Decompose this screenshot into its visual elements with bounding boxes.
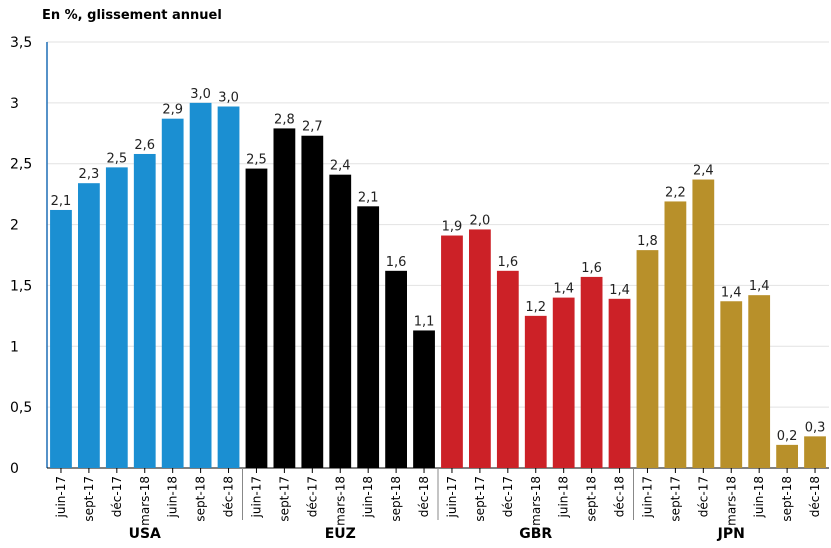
- data-label: 2,2: [665, 185, 686, 200]
- data-label: 0,2: [777, 429, 798, 444]
- data-label: 2,6: [134, 138, 155, 153]
- bar: [636, 250, 659, 468]
- x-tick-label: juin-17: [249, 476, 263, 518]
- group-label: EUZ: [325, 526, 356, 542]
- x-tick-label: déc-18: [808, 476, 822, 517]
- data-label: 1,1: [414, 314, 435, 329]
- y-tick-label: 3: [10, 96, 19, 112]
- data-label: 2,3: [79, 167, 100, 182]
- bar: [664, 201, 687, 468]
- y-tick-label: 2: [10, 218, 19, 234]
- bar: [189, 102, 212, 468]
- data-label: 2,0: [470, 213, 491, 228]
- group-label: GBR: [519, 526, 552, 542]
- data-label: 1,6: [497, 255, 518, 270]
- data-label: 2,1: [358, 190, 379, 205]
- x-tick-label: mars-18: [529, 476, 543, 526]
- x-tick-label: juin-18: [752, 476, 766, 518]
- unit-label: En %, glissement annuel: [42, 8, 222, 23]
- x-tick-label: déc-17: [110, 476, 124, 517]
- x-tick-label: sept-17: [473, 476, 487, 522]
- y-tick-label: 1,5: [10, 278, 32, 294]
- bar: [524, 315, 547, 468]
- data-label: 2,4: [693, 164, 714, 179]
- bar: [78, 183, 100, 468]
- bar: [552, 297, 575, 468]
- x-tick-label: déc-17: [501, 476, 515, 517]
- data-label: 2,9: [162, 103, 183, 118]
- data-label: 1,6: [581, 261, 602, 276]
- bar: [301, 135, 324, 468]
- x-tick-label: sept-17: [82, 476, 96, 522]
- data-label: 1,4: [721, 285, 742, 300]
- bar: [105, 167, 128, 468]
- bar: [496, 270, 519, 468]
- data-label: 0,3: [805, 420, 826, 435]
- group-label: JPN: [717, 526, 745, 542]
- bar: [133, 153, 156, 468]
- bar: [413, 330, 435, 468]
- data-label: 1,8: [637, 234, 658, 249]
- data-label: 2,4: [330, 159, 351, 174]
- x-tick-label: juin-18: [557, 476, 571, 518]
- bar: [608, 298, 631, 468]
- y-tick-label: 0,5: [10, 400, 32, 416]
- data-label: 2,8: [274, 112, 295, 127]
- y-tick-label: 0: [10, 461, 19, 477]
- y-tick-label: 2,5: [10, 157, 32, 173]
- bar: [217, 106, 240, 468]
- bar: [161, 118, 184, 469]
- x-tick-label: mars-18: [333, 476, 347, 526]
- data-label: 3,0: [190, 87, 211, 102]
- x-tick-label: sept-17: [277, 476, 291, 522]
- bar: [692, 179, 715, 468]
- bar: [273, 128, 296, 468]
- x-tick-label: juin-17: [54, 476, 68, 518]
- bar: [385, 270, 407, 468]
- bar: [776, 444, 798, 468]
- x-tick-label: sept-17: [668, 476, 682, 522]
- x-tick-label: déc-18: [222, 476, 236, 517]
- x-tick-label: déc-17: [696, 476, 710, 517]
- x-tick-label: juin-17: [445, 476, 459, 518]
- bar: [580, 276, 603, 468]
- data-label: 1,4: [749, 279, 770, 294]
- data-label: 1,2: [525, 300, 546, 315]
- bar: [804, 436, 826, 468]
- x-tick-label: juin-17: [640, 476, 654, 518]
- x-tick-label: sept-18: [194, 476, 208, 522]
- y-tick-label: 1: [10, 339, 19, 355]
- x-tick-label: juin-18: [361, 476, 375, 518]
- data-label: 2,7: [302, 120, 323, 135]
- y-tick-label: 3,5: [10, 35, 32, 51]
- bar: [720, 301, 743, 468]
- data-label: 1,4: [609, 283, 630, 298]
- data-label: 1,6: [386, 255, 407, 270]
- x-tick-label: mars-18: [724, 476, 738, 526]
- data-label: 1,4: [553, 282, 574, 297]
- bar: [469, 229, 491, 468]
- x-tick-label: mars-18: [138, 476, 152, 526]
- data-label: 2,1: [51, 194, 72, 209]
- bar: [357, 206, 380, 469]
- data-label: 1,9: [442, 220, 463, 235]
- x-tick-label: juin-18: [166, 476, 180, 518]
- bar: [245, 168, 268, 468]
- x-tick-label: déc-18: [613, 476, 627, 517]
- x-tick-label: sept-18: [389, 476, 403, 522]
- data-label: 3,0: [218, 91, 239, 106]
- x-tick-label: déc-18: [417, 476, 431, 517]
- bar: [50, 209, 72, 469]
- group-label: USA: [129, 526, 161, 542]
- bar: [748, 295, 771, 468]
- x-tick-label: déc-17: [305, 476, 319, 517]
- data-label: 2,5: [106, 151, 127, 166]
- bar: [329, 174, 352, 468]
- data-label: 2,5: [246, 153, 267, 168]
- x-tick-label: sept-18: [780, 476, 794, 522]
- x-tick-label: sept-18: [585, 476, 599, 522]
- bar: [441, 235, 463, 468]
